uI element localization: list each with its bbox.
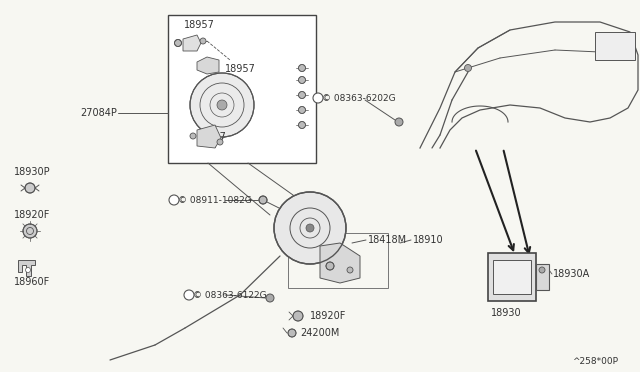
Circle shape: [293, 311, 303, 321]
Circle shape: [259, 196, 267, 204]
Text: 18920F: 18920F: [14, 210, 51, 220]
Circle shape: [298, 106, 305, 113]
Circle shape: [217, 100, 227, 110]
Circle shape: [190, 73, 254, 137]
Circle shape: [184, 290, 194, 300]
Circle shape: [465, 64, 472, 71]
Text: © 08363-6202G: © 08363-6202G: [322, 93, 396, 103]
Polygon shape: [183, 35, 201, 51]
Bar: [493, 260, 531, 294]
Text: 18957: 18957: [196, 132, 227, 142]
Circle shape: [26, 267, 31, 273]
Text: 18418M: 18418M: [368, 235, 407, 245]
Circle shape: [395, 118, 403, 126]
Bar: [595, 32, 635, 60]
Text: ^258*00P: ^258*00P: [572, 357, 618, 366]
Bar: [488, 253, 536, 301]
Text: 18930P: 18930P: [14, 167, 51, 177]
Text: 24200M: 24200M: [300, 328, 339, 338]
Text: 18930A: 18930A: [553, 269, 590, 279]
Bar: [168, 15, 316, 163]
Bar: [536, 264, 549, 290]
Bar: [288, 233, 388, 288]
Text: 18910: 18910: [413, 235, 444, 245]
Polygon shape: [320, 243, 360, 283]
Circle shape: [217, 139, 223, 145]
Polygon shape: [197, 125, 221, 148]
Circle shape: [298, 92, 305, 99]
Circle shape: [169, 195, 179, 205]
Text: 18960F: 18960F: [14, 277, 51, 287]
Circle shape: [200, 38, 206, 44]
Circle shape: [298, 77, 305, 83]
Text: 27084P: 27084P: [80, 108, 117, 118]
Circle shape: [298, 122, 305, 128]
Circle shape: [298, 64, 305, 71]
Text: 18930: 18930: [491, 308, 522, 318]
Circle shape: [175, 39, 182, 46]
Circle shape: [539, 267, 545, 273]
Circle shape: [326, 262, 334, 270]
Circle shape: [313, 93, 323, 103]
Circle shape: [266, 294, 274, 302]
Text: 18957: 18957: [184, 20, 215, 30]
Circle shape: [25, 183, 35, 193]
Polygon shape: [197, 57, 219, 74]
Text: © 08363-6122G: © 08363-6122G: [193, 291, 267, 299]
Circle shape: [306, 224, 314, 232]
Circle shape: [347, 267, 353, 273]
Circle shape: [288, 329, 296, 337]
Text: 18957: 18957: [225, 64, 256, 74]
Text: © 08911-1082G: © 08911-1082G: [178, 196, 252, 205]
Circle shape: [190, 133, 196, 139]
Circle shape: [23, 224, 37, 238]
Circle shape: [274, 192, 346, 264]
Text: 18920F: 18920F: [310, 311, 346, 321]
Polygon shape: [18, 260, 35, 276]
